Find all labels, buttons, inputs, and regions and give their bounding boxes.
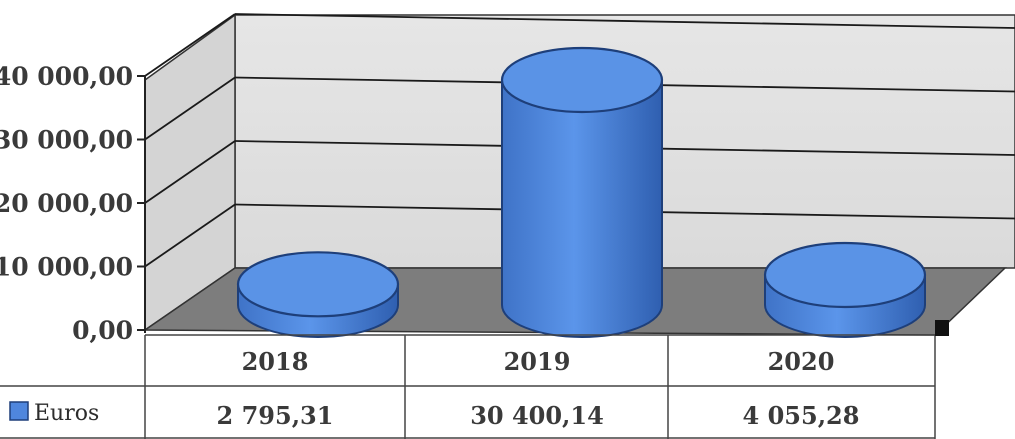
y-tick-label: 20 000,00 — [0, 189, 133, 218]
y-tick-label: 40 000,00 — [0, 62, 133, 91]
category-labels: 2018 2019 2020 — [242, 347, 835, 376]
bar-layer — [236, 46, 927, 338]
legend-swatch — [9, 401, 29, 421]
gridline — [234, 13, 1015, 29]
legend-label: Euros — [34, 401, 99, 426]
bar-top — [500, 46, 664, 114]
value-label: 4 055,28 — [743, 401, 860, 430]
corner-mark — [935, 320, 949, 336]
data-table: Euros — [0, 334, 936, 439]
value-label: 30 400,14 — [470, 401, 604, 430]
gridline — [144, 76, 236, 141]
category-label: 2019 — [504, 347, 571, 376]
bar-2019 — [500, 46, 664, 338]
category-label: 2020 — [768, 347, 835, 376]
y-tick-label: 0,00 — [72, 316, 133, 345]
gridline — [144, 203, 236, 268]
category-label: 2018 — [242, 347, 309, 376]
value-label: 2 795,31 — [217, 401, 334, 430]
y-tick-label: 30 000,00 — [0, 126, 133, 155]
y-axis: 0,00 10 000,00 20 000,00 30 000,00 40 000,00 — [0, 62, 146, 345]
bar-top — [763, 241, 927, 309]
bar-2018 — [236, 251, 400, 338]
bar-body — [501, 79, 663, 338]
bar-2020 — [763, 241, 927, 338]
value-labels: 2 795,31 30 400,14 4 055,28 — [217, 401, 860, 430]
y-tick-label: 10 000,00 — [0, 253, 133, 282]
gridline — [144, 140, 236, 204]
bar-top — [236, 251, 400, 318]
gridline — [144, 13, 236, 77]
